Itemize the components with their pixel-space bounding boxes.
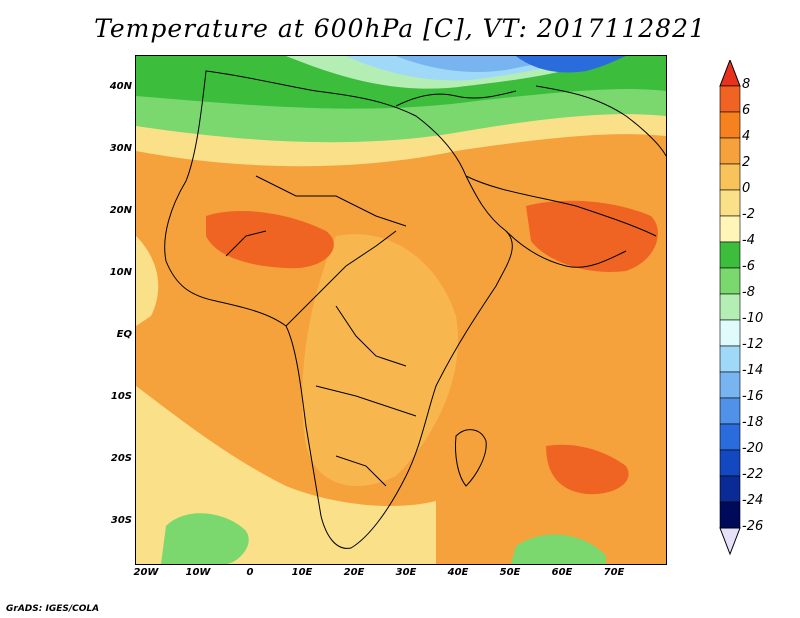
lat-tick-label: EQ [116,329,132,340]
colorbar-swatch [719,371,741,399]
colorbar-label: 0 [742,181,751,196]
colorbar-label: -26 [742,519,764,534]
field-hot-indian-ocean [546,444,629,495]
colorbar-label: 6 [742,103,751,118]
colorbar-label: -10 [742,311,764,326]
field-patch-sw-green [161,513,249,564]
colorbar-swatch [719,267,741,295]
lon-tick-label: 10E [291,567,313,578]
colorbar-label: 2 [742,155,751,170]
asia-coastline [535,85,666,157]
lat-tick-label: 10S [110,391,132,402]
colorbar-swatch [719,397,741,425]
lat-tick-label: 30N [109,143,132,154]
colorbar-bottom-triangle [719,527,741,556]
red-sea-coastline [505,230,627,268]
colorbar-swatch [719,85,741,113]
colorbar-label: -14 [742,363,764,378]
lon-tick-label: 40E [447,567,469,578]
colorbar-label: -2 [742,207,755,222]
lon-tick-label: 20W [133,567,159,578]
colorbar-swatch [719,189,741,217]
colorbar-swatch [719,215,741,243]
lat-tick-label: 20N [109,205,132,216]
border-1 [285,230,397,327]
lon-tick-label: 0 [246,567,254,578]
colorbar-label: -20 [742,441,764,456]
lat-tick-label: 20S [110,453,132,464]
colorbar-swatch [719,163,741,191]
lat-tick-label: 40N [109,81,132,92]
border-5 [335,455,387,487]
field-patch-south-green [511,534,606,564]
lon-tick-label: 50E [499,567,521,578]
temperature-map [135,55,667,565]
lon-tick-label: 70E [603,567,625,578]
africa-coastline [164,70,513,549]
colorbar-label: 8 [742,77,751,92]
colorbar-swatch [719,423,741,451]
europe-coastline [395,90,517,107]
colorbar [719,60,741,556]
colorbar-swatch [719,501,741,529]
colorbar-label: -6 [742,259,755,274]
coastlines [164,70,666,549]
lon-tick-label: 60E [551,567,573,578]
lon-tick-label: 20E [343,567,365,578]
colorbar-label: -18 [742,415,764,430]
colorbar-label: -24 [742,493,764,508]
colorbar-label: -8 [742,285,755,300]
lon-tick-label: 10W [185,567,211,578]
lon-tick-label: 30E [395,567,417,578]
field-patch-central [302,234,458,486]
colorbar-label: -22 [742,467,764,482]
colorbar-swatch [719,137,741,165]
colorbar-swatch [719,475,741,503]
border-2 [255,175,407,227]
temperature-field [136,56,666,564]
colorbar-swatch [719,449,741,477]
lat-tick-label: 30S [110,515,132,526]
border-3 [335,305,407,367]
colorbar-label: -16 [742,389,764,404]
field-patch-west-minus2 [136,236,159,326]
colorbar-swatch [719,345,741,373]
field-hot-sahel [206,211,334,269]
border-6 [225,230,267,257]
colorbar-swatch [719,241,741,269]
credit-text: GrADS: IGES/COLA [6,604,100,614]
border-4 [315,385,417,417]
colorbar-top-triangle [719,60,741,87]
arabia-coastline [465,175,657,237]
colorbar-swatch [719,319,741,347]
field-band-minus20 [516,56,626,73]
colorbar-label: -4 [742,233,755,248]
colorbar-swatch [719,293,741,321]
lat-tick-label: 10N [109,267,132,278]
colorbar-label: -12 [742,337,764,352]
colorbar-label: 4 [742,129,751,144]
colorbar-swatch [719,111,741,139]
field-hot-arabia [526,200,658,272]
madagascar-coastline [455,429,487,487]
map-title: Temperature at 600hPa [C], VT: 201711282… [94,14,706,43]
